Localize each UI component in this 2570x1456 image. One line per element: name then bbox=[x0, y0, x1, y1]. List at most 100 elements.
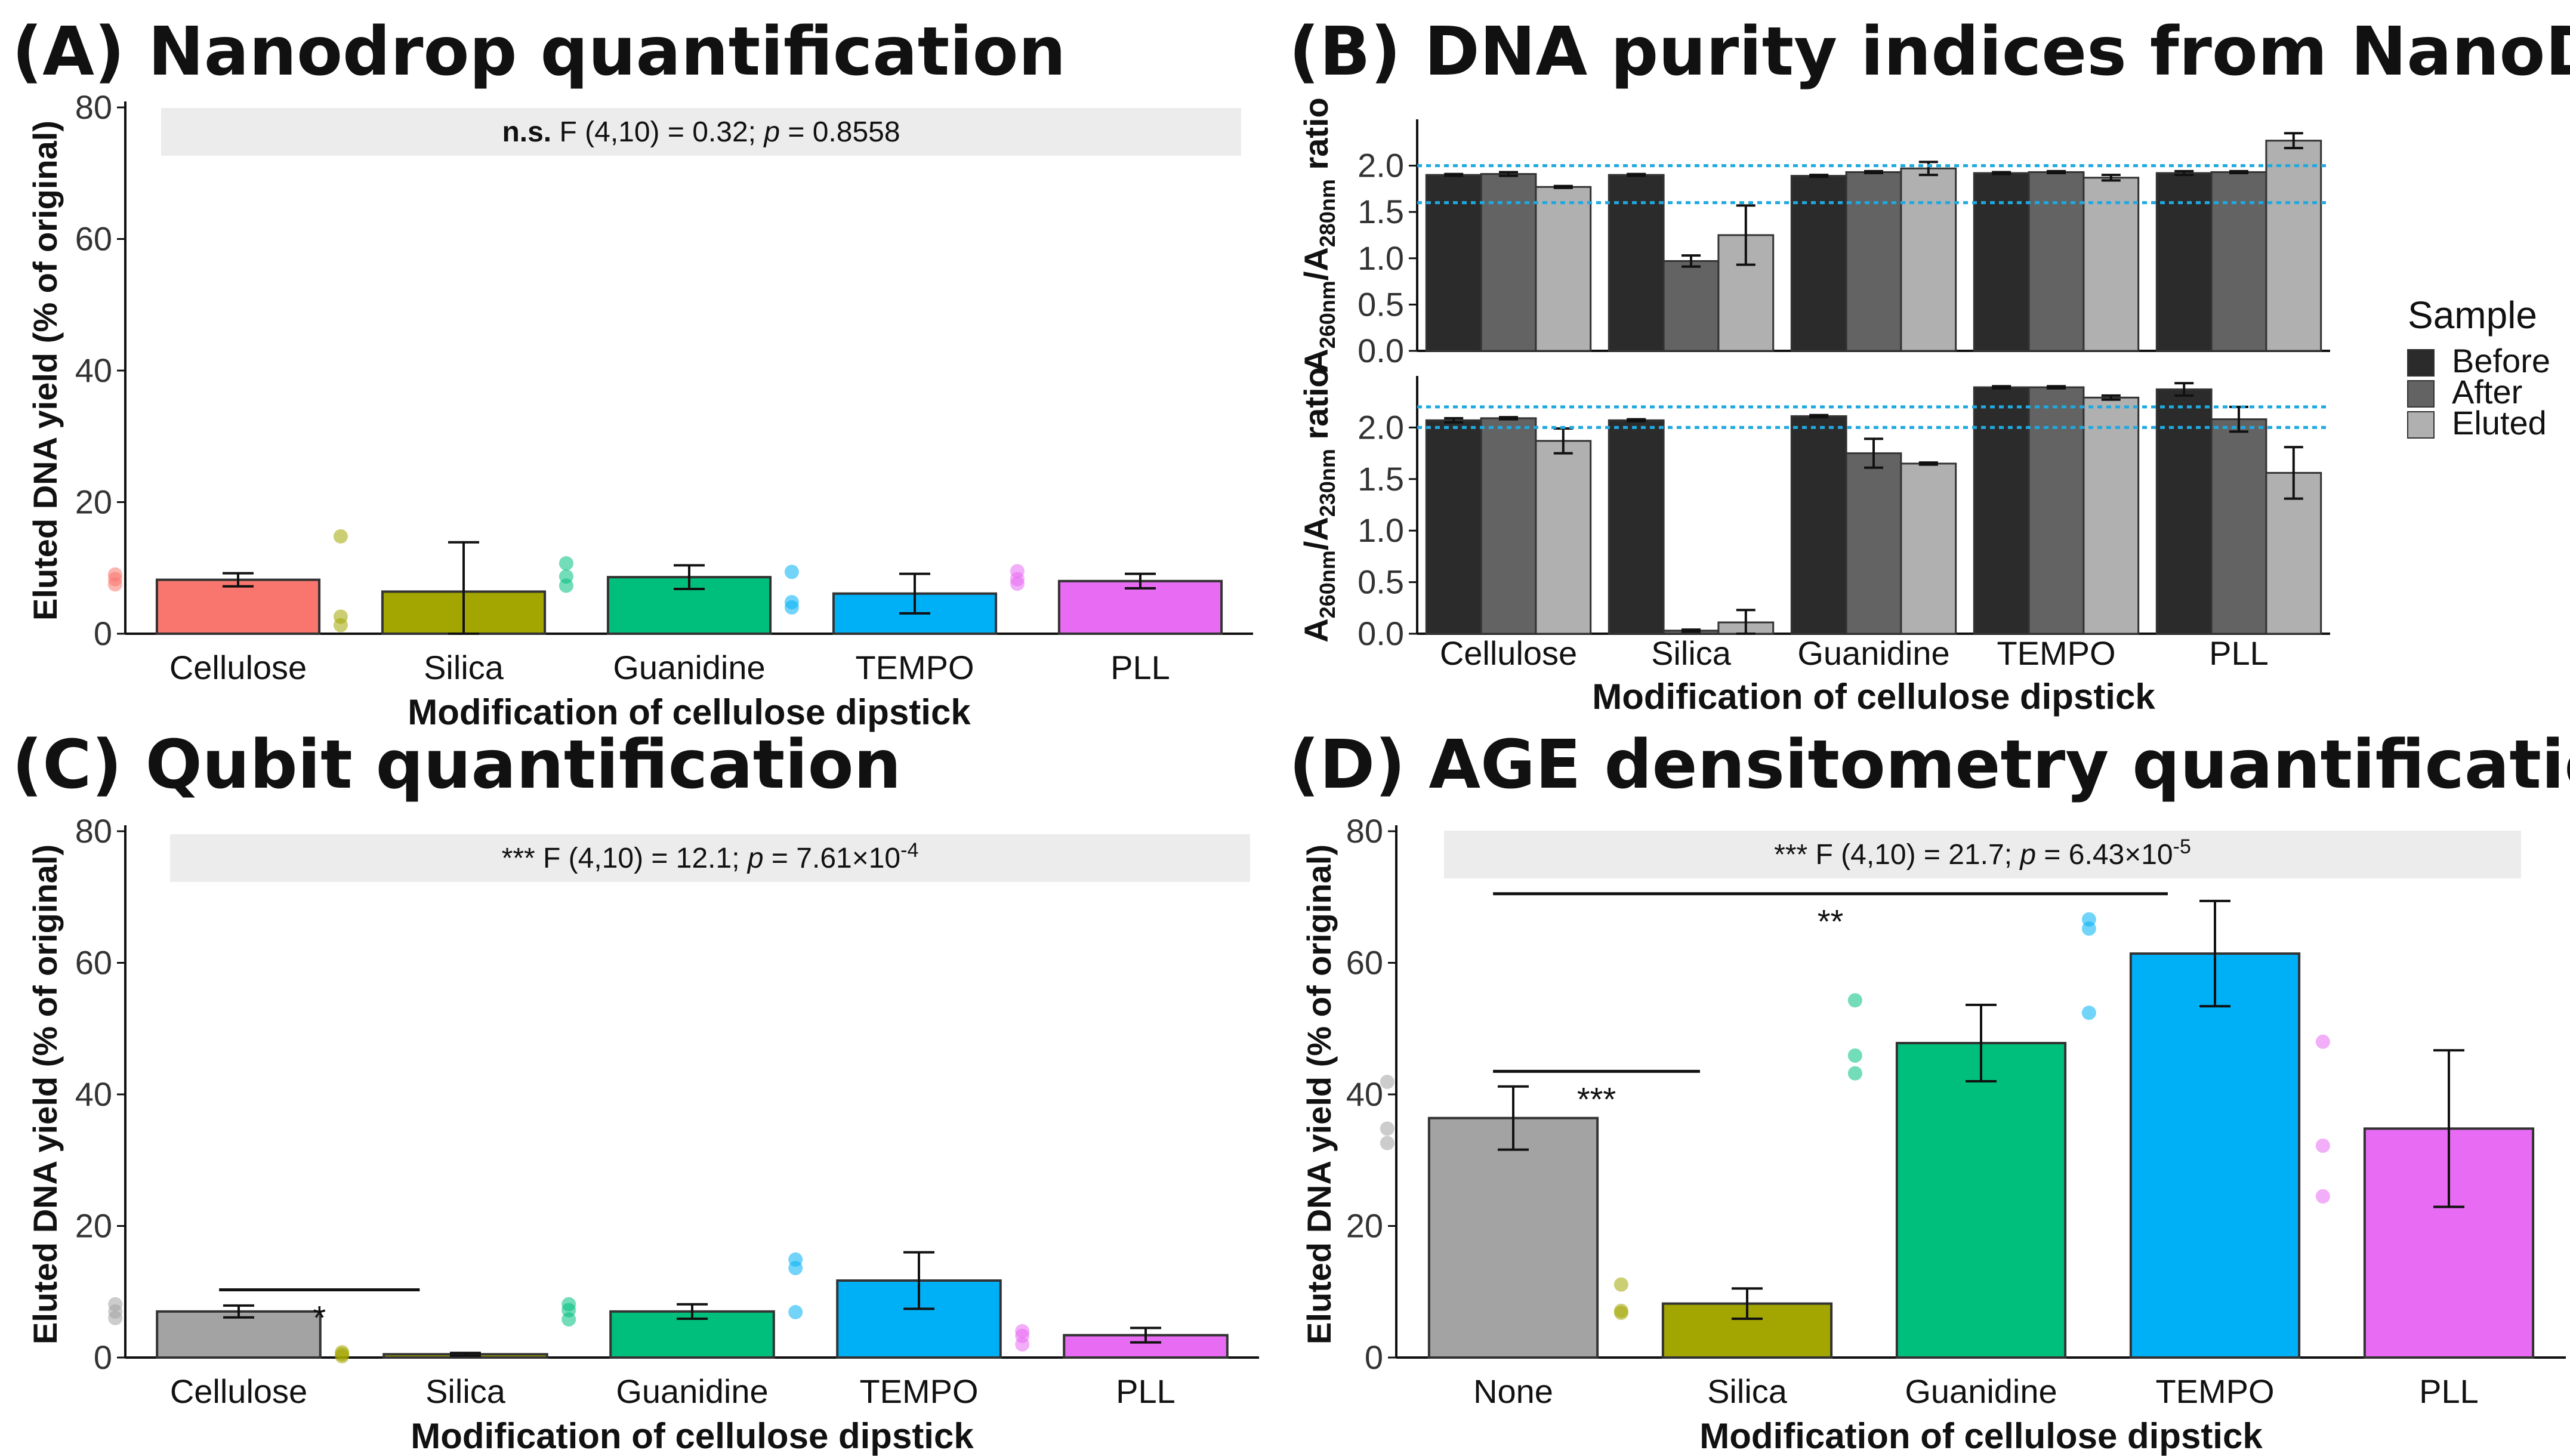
bar-cellulose bbox=[155, 578, 321, 635]
bar-after-cellulose bbox=[1480, 417, 1537, 635]
bar-pll bbox=[1057, 579, 1223, 635]
error-bar bbox=[2174, 169, 2194, 177]
error-bar bbox=[1444, 417, 1464, 424]
bar-before-guanidine bbox=[1790, 175, 1847, 352]
legend-label: Eluted bbox=[2452, 404, 2547, 442]
data-point bbox=[1613, 1277, 1628, 1292]
error-bar bbox=[1918, 161, 1938, 177]
error-bar bbox=[2174, 382, 2194, 397]
y-tick-label: 40 bbox=[75, 351, 112, 389]
bar-before-silica bbox=[1608, 419, 1665, 635]
bar-after-guanidine bbox=[1845, 452, 1902, 635]
significance-stars: ** bbox=[1818, 903, 1844, 940]
error-bar bbox=[1732, 1287, 1763, 1320]
data-point bbox=[1380, 1121, 1394, 1136]
error-bar bbox=[1966, 1004, 1997, 1082]
x-tick-label: TEMPO bbox=[859, 1372, 978, 1410]
bar-after-pll bbox=[2210, 171, 2267, 352]
x-tick-label: Guanidine bbox=[1905, 1372, 2057, 1410]
stat-prefix: *** bbox=[1774, 839, 1807, 871]
panel-title: (D) AGE densitometry quantification bbox=[1289, 726, 2570, 804]
y-axis-label: Eluted DNA yield (% of original) bbox=[26, 844, 64, 1344]
bar-eluted-guanidine bbox=[1900, 167, 1957, 352]
purity-subplot-2: 0.0 0.5 1.0 1.5 2.0 A260nm/A230nm ratio bbox=[1297, 367, 2330, 652]
bar-before-cellulose bbox=[1425, 419, 1482, 635]
stat-annotation: *** F (4,10) = 12.1; p = 7.61×10-4 bbox=[502, 839, 919, 874]
error-bar bbox=[1736, 609, 1756, 635]
stat-p-label: p bbox=[746, 843, 764, 874]
panel-title: (B) DNA purity indices from NanoDrop bbox=[1289, 13, 2570, 91]
stat-strip-background bbox=[1444, 831, 2521, 878]
stat-prefix: *** bbox=[502, 843, 535, 874]
x-axis-label: Modification of cellulose dipstick bbox=[408, 692, 971, 732]
stat-p-label: p bbox=[2019, 839, 2036, 871]
x-axis-label: Modification of cellulose dipstick bbox=[1699, 1416, 2263, 1456]
data-point bbox=[559, 556, 573, 571]
bar-guanidine bbox=[1895, 1042, 2067, 1359]
stat-p-value: = 0.8558 bbox=[780, 116, 900, 148]
ylabel-subscript: 230nm bbox=[1315, 449, 1340, 517]
y-axis-label: Eluted DNA yield (% of original) bbox=[1300, 844, 1338, 1344]
bar-tempo bbox=[2129, 952, 2301, 1359]
panel-c: (C) Qubit quantification 0 20 40 60 80 *** F (… bbox=[12, 726, 1259, 1456]
x-tick-label: Guanidine bbox=[616, 1372, 768, 1410]
error-bar bbox=[1125, 572, 1156, 590]
y-tick-label: 2.0 bbox=[1357, 147, 1404, 184]
error-bar bbox=[2284, 446, 2303, 500]
error-bar bbox=[1130, 1327, 1161, 1344]
stat-strip-background bbox=[161, 108, 1241, 156]
stat-p-value: = 7.61×10 bbox=[764, 843, 901, 874]
bar-eluted-silica bbox=[1717, 234, 1775, 352]
ylabel-mid: /A bbox=[1297, 247, 1335, 280]
error-bar bbox=[450, 1352, 481, 1357]
stat-annotation: *** F (4,10) = 21.7; p = 6.43×10-5 bbox=[1774, 835, 2191, 871]
data-point bbox=[2315, 1034, 2330, 1049]
y-axis-label: A260nm/A230nm ratio bbox=[1297, 367, 1340, 643]
y-tick-label: 0 bbox=[94, 1338, 112, 1376]
purity-subplot-1: 0.0 0.5 1.0 1.5 2.0 A260nm/A280nm ratio bbox=[1297, 97, 2330, 373]
error-bar bbox=[674, 564, 705, 591]
x-tick-label: Guanidine bbox=[1797, 634, 1949, 672]
stat-f-text: F (4,10) = 12.1; bbox=[535, 843, 748, 874]
legend-label: After bbox=[2452, 373, 2522, 411]
y-tick-label: 0.5 bbox=[1357, 563, 1404, 601]
x-axis-label: Modification of cellulose dipstick bbox=[411, 1416, 974, 1456]
bar-after-silica bbox=[1662, 260, 1720, 352]
y-tick-label: 1.5 bbox=[1357, 460, 1404, 498]
error-bar bbox=[1809, 174, 1829, 178]
stat-strip-background bbox=[170, 834, 1250, 882]
bar-eluted-tempo bbox=[2082, 396, 2140, 635]
x-tick-label: Silica bbox=[424, 649, 504, 686]
x-tick-label: PLL bbox=[1110, 649, 1170, 686]
error-bar bbox=[1553, 184, 1573, 189]
stat-prefix: n.s. bbox=[502, 116, 551, 148]
bar-before-tempo bbox=[1973, 386, 2030, 635]
data-point bbox=[2081, 1005, 2096, 1020]
y-tick-label: 0 bbox=[1365, 1338, 1383, 1376]
panel-b: (B) DNA purity indices from NanoDrop0.00… bbox=[1289, 13, 2570, 717]
data-point bbox=[2081, 912, 2096, 927]
stat-annotation: n.s. F (4,10) = 0.32; p = 0.8558 bbox=[502, 116, 900, 148]
y-tick-label: 0 bbox=[94, 615, 112, 652]
error-bar bbox=[1992, 171, 2011, 175]
y-tick-label: 0.0 bbox=[1357, 332, 1404, 369]
data-point bbox=[561, 1297, 576, 1312]
error-bar bbox=[1444, 172, 1464, 177]
bar-eluted-pll bbox=[2265, 140, 2322, 352]
x-axis-label: Modification of cellulose dipstick bbox=[1592, 677, 2155, 717]
error-bar bbox=[899, 572, 930, 615]
error-bar bbox=[1499, 171, 1518, 177]
error-bar bbox=[1918, 461, 1938, 466]
stat-p-exponent: -4 bbox=[900, 839, 918, 862]
bar-before-cellulose bbox=[1425, 174, 1482, 352]
data-point bbox=[1015, 1324, 1030, 1338]
x-tick-label: PLL bbox=[2419, 1372, 2479, 1410]
data-point bbox=[1847, 1048, 1862, 1063]
significance-stars: *** bbox=[1577, 1080, 1616, 1118]
data-point bbox=[788, 1304, 803, 1319]
y-tick-label: 0.5 bbox=[1357, 285, 1404, 323]
data-point bbox=[333, 529, 348, 544]
y-tick-label: 60 bbox=[75, 220, 112, 258]
error-bar bbox=[1627, 418, 1646, 423]
